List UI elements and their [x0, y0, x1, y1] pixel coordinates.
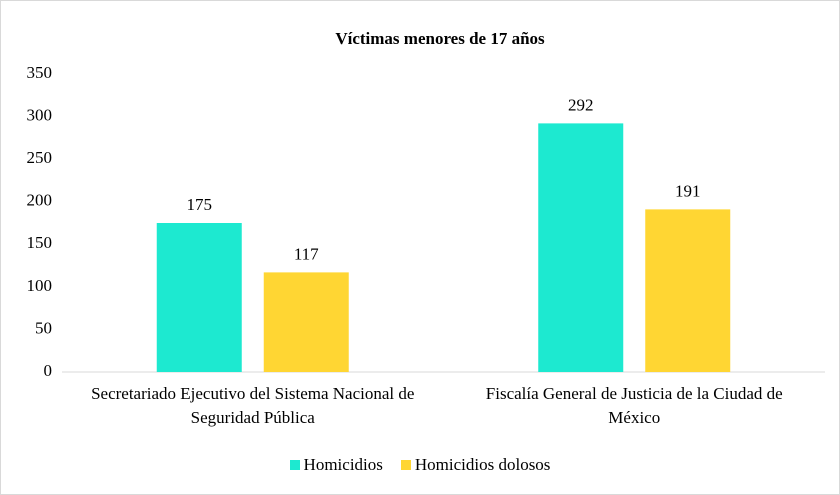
- x-tick-label: Fiscalía General de Justicia de la Ciuda…: [485, 384, 783, 427]
- y-tick-label: 100: [27, 276, 53, 295]
- data-label: 117: [294, 244, 319, 263]
- data-label: 191: [675, 181, 701, 200]
- legend: Homicidios Homicidios dolosos: [0, 455, 840, 475]
- legend-swatch: [400, 460, 411, 470]
- y-tick-label: 300: [27, 105, 53, 124]
- y-tick-label: 250: [27, 148, 53, 167]
- bar: [156, 223, 242, 372]
- legend-swatch: [289, 460, 300, 470]
- y-tick-label: 150: [27, 233, 53, 252]
- data-label: 175: [187, 195, 213, 214]
- y-tick-label: 0: [44, 361, 53, 380]
- bar: [645, 209, 731, 372]
- legend-label: Homicidios: [303, 455, 383, 474]
- legend-item: Homicidios: [289, 455, 383, 475]
- bar: [538, 123, 624, 372]
- y-tick-label: 350: [27, 63, 53, 82]
- bar: [263, 272, 349, 372]
- data-label: 292: [568, 95, 594, 114]
- legend-label: Homicidios dolosos: [414, 455, 551, 474]
- x-tick-label: Secretariado Ejecutivo del Sistema Nacio…: [91, 384, 415, 427]
- y-tick-label: 50: [35, 318, 52, 337]
- y-tick-label: 200: [27, 191, 53, 210]
- legend-item: Homicidios dolosos: [400, 455, 551, 475]
- chart-title: Víctimas menores de 17 años: [335, 29, 545, 48]
